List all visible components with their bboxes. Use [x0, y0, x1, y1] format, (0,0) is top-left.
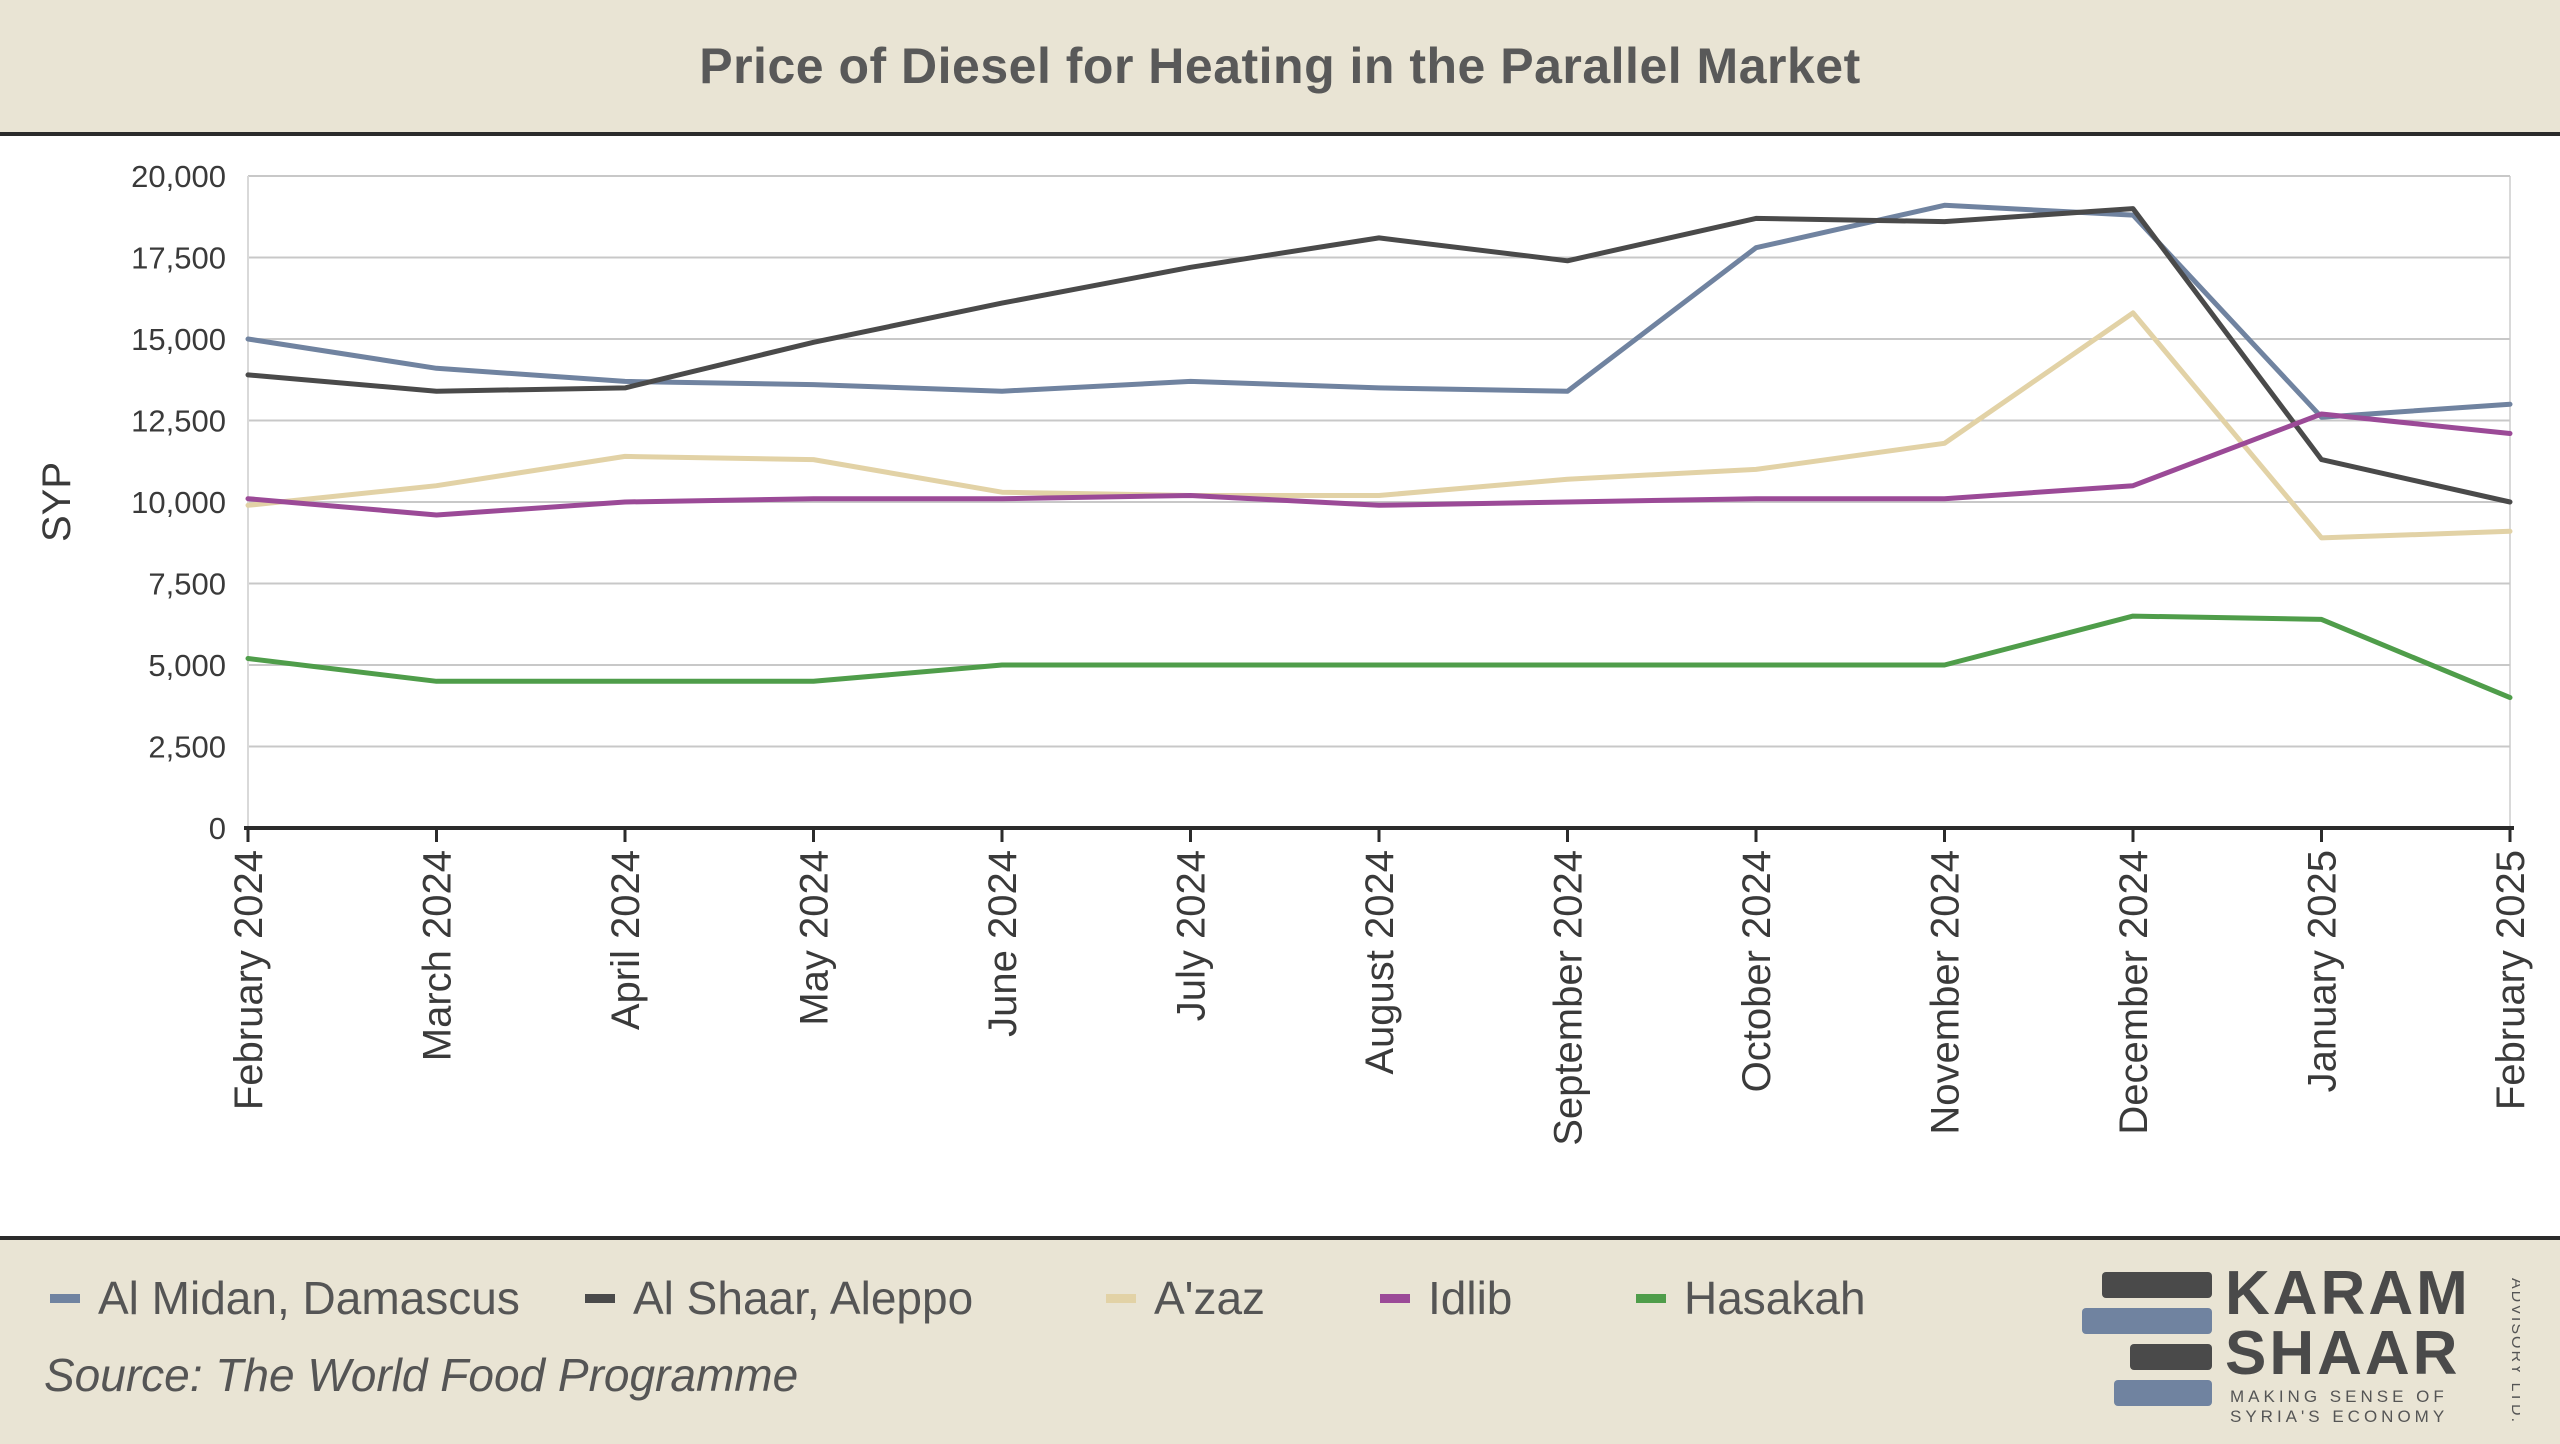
y-tick-label: 5,000 [148, 648, 226, 683]
series-line [245, 202, 2513, 420]
logo-line1: KARAM [2225, 1262, 2471, 1328]
legend-swatch [1106, 1293, 1136, 1303]
plot-panel: 0 2,500 5,000 7,500 10,000 12,500 15,000 17,500… [0, 136, 2560, 1236]
series-line [245, 206, 2513, 505]
x-tick-label: May 2024 [793, 850, 837, 1026]
y-tick-label: 20,000 [131, 159, 226, 194]
y-tick-label: 17,500 [131, 241, 226, 276]
x-tick-label: January 2025 [2301, 850, 2345, 1092]
x-tick-label: October 2024 [1735, 850, 1779, 1092]
chart-footer [0, 1236, 2560, 1444]
legend-swatch [50, 1293, 80, 1303]
y-tick-label: 10,000 [131, 485, 226, 520]
source-note: Source: The World Food Programme [44, 1349, 799, 1401]
legend-label: A'zaz [1154, 1272, 1266, 1324]
legend-label: Al Shaar, Aleppo [633, 1272, 974, 1324]
line-chart: 0 2,500 5,000 7,500 10,000 12,500 15,000 17,500… [35, 159, 2533, 1146]
logo-tagline2: SYRIA'S ECONOMY [2230, 1407, 2448, 1426]
x-tick-label: November 2024 [1924, 850, 1968, 1135]
series-line [245, 310, 2513, 541]
x-tick-label: April 2024 [604, 850, 648, 1030]
y-tick-label: 0 [209, 811, 226, 846]
chart-title: Price of Diesel for Heating in the Paral… [699, 38, 1861, 94]
logo-line2: SHAAR [2225, 1319, 2460, 1388]
x-tick-label: December 2024 [2112, 850, 2156, 1135]
legend-item: Al Shaar, Aleppo [585, 1266, 973, 1330]
y-tick-label: 7,500 [148, 567, 226, 602]
logo-bar [2114, 1380, 2212, 1406]
x-tick-label: February 2025 [2489, 850, 2533, 1110]
legend-swatch [1380, 1293, 1410, 1303]
logo-tagline1: MAKING SENSE OF [2230, 1387, 2448, 1406]
legend-item: Idlib [1380, 1266, 1512, 1330]
logo-bar [2130, 1344, 2212, 1370]
y-tick-label: 12,500 [131, 404, 226, 439]
legend-item: A'zaz [1106, 1266, 1265, 1330]
legend-label: Hasakah [1684, 1272, 1866, 1324]
series-line [245, 411, 2513, 518]
legend-swatch [1636, 1293, 1666, 1303]
chart-header: Price of Diesel for Heating in the Paral… [0, 0, 2560, 136]
x-tick-label: July 2024 [1170, 850, 1214, 1021]
x-tick-label: June 2024 [981, 850, 1025, 1037]
y-axis-title: SYP [35, 462, 79, 542]
legend-item: Al Midan, Damascus [50, 1266, 520, 1330]
x-tick-label: August 2024 [1358, 850, 1402, 1075]
y-tick-label: 15,000 [131, 322, 226, 357]
x-tick-label: September 2024 [1547, 850, 1591, 1146]
legend-swatch [585, 1293, 615, 1303]
logo-bar [2102, 1272, 2212, 1298]
x-tick-label: February 2024 [227, 850, 271, 1110]
legend-label: Idlib [1428, 1272, 1513, 1324]
logo-bar [2082, 1308, 2212, 1334]
legend-item: Hasakah [1636, 1266, 1866, 1330]
x-tick-label: March 2024 [416, 850, 460, 1061]
legend-label: Al Midan, Damascus [98, 1272, 520, 1324]
karam-shaar-logo: KARAM SHAAR MAKING SENSE OF SYRIA'S ECON… [2082, 1262, 2520, 1426]
y-tick-label: 2,500 [148, 730, 226, 765]
series-line [245, 613, 2513, 701]
logo-side: ADVISORY LTD. [2508, 1278, 2520, 1424]
